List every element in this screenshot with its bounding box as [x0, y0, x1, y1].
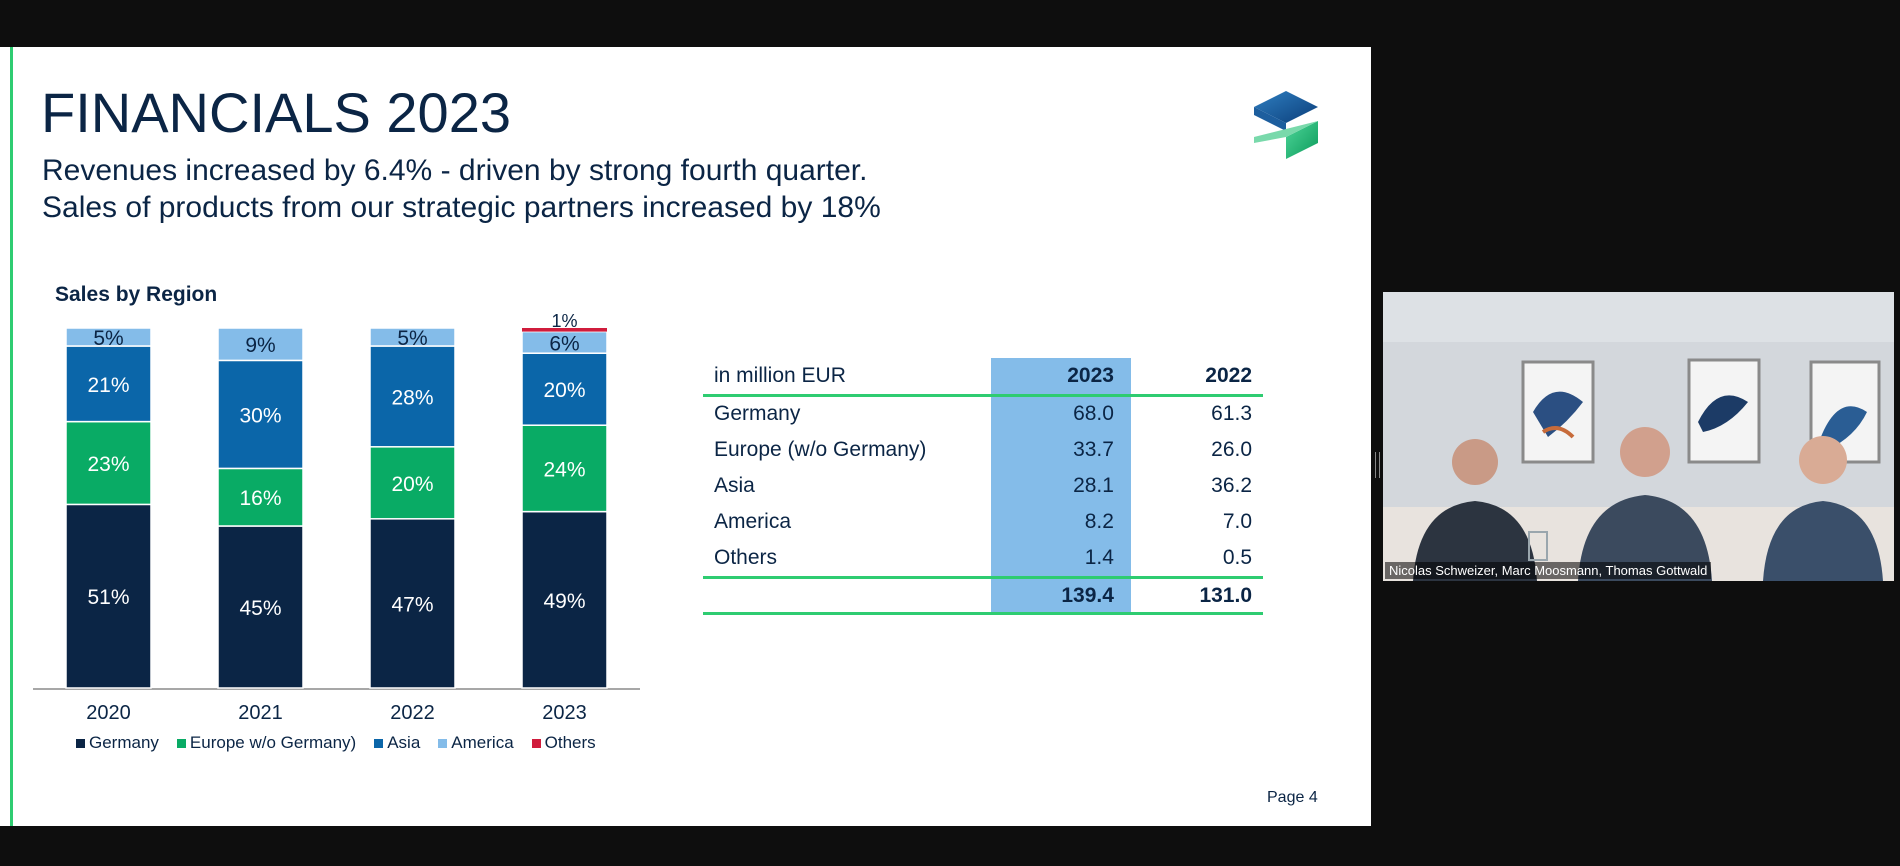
bar-segment — [521, 510, 608, 689]
chart-legend: Germany Europe w/o Germany) Asia America Oth… — [76, 733, 596, 753]
bar-segment — [65, 327, 152, 347]
bar-data-label: 20% — [391, 473, 433, 496]
bar-data-label: 21% — [87, 374, 129, 397]
table-row: Europe (w/o Germany) 33.7 26.0 — [703, 432, 1263, 468]
row-label: Others — [714, 546, 778, 569]
legend-label: America — [451, 733, 514, 752]
bar-data-label: 24% — [543, 458, 585, 481]
x-tick-label: 2023 — [542, 702, 587, 724]
company-logo-icon — [1254, 91, 1318, 159]
legend-label: Europe w/o Germany) — [189, 733, 357, 752]
subtitle-line: Sales of products from our strategic par… — [42, 191, 881, 224]
table-body: Germany 68.0 61.3 Europe (w/o Germany) 33.7 2… — [703, 396, 1263, 576]
sales-by-region-chart: 51% 23% 21% 5% 2020 45% 16% 30% 9% 2021 47% 20% 28% 5… — [33, 311, 640, 724]
slide-title: FINANCIALS 2023 — [41, 81, 511, 144]
bar-data-label: 47% — [391, 593, 433, 616]
legend-item: Others — [531, 733, 596, 753]
bar-data-label: 1% — [551, 311, 577, 331]
bar-segment — [369, 446, 456, 520]
bar-data-label: 49% — [543, 590, 585, 613]
bar-segment — [522, 328, 607, 332]
legend-swatch — [438, 738, 448, 748]
bar-data-label: 45% — [239, 597, 281, 620]
legend-swatch — [374, 738, 384, 748]
table-row: Germany 68.0 61.3 — [703, 396, 1263, 432]
table-total-row: 139.4 131.0 — [703, 578, 1263, 614]
legend-item: Germany — [76, 733, 159, 753]
cell-2023: 8.2 — [1084, 510, 1114, 533]
bar-data-label: 30% — [239, 404, 281, 427]
header-2023: 2023 — [1067, 364, 1114, 387]
bar-segment — [65, 420, 152, 506]
bar-segment — [65, 345, 152, 423]
table-divider — [703, 394, 1263, 397]
bar-data-label: 5% — [93, 327, 123, 350]
bar-data-label: 9% — [245, 334, 275, 357]
legend-swatch — [531, 738, 541, 748]
cell-2023: 33.7 — [1073, 438, 1114, 461]
panel-resize-handle[interactable] — [1375, 452, 1380, 478]
legend-item: America — [438, 733, 514, 753]
participant-names: Nicolas Schweizer, Marc Moosmann, Thomas… — [1385, 562, 1712, 579]
legend-swatch — [76, 738, 85, 748]
bar-segment — [217, 327, 304, 362]
table-row: America 8.2 7.0 — [703, 504, 1263, 540]
cell-2023: 68.0 — [1073, 402, 1114, 425]
bar-segment — [369, 345, 456, 448]
row-label: Europe (w/o Germany) — [714, 438, 927, 461]
bar-segment — [369, 327, 456, 347]
legend-item: Europe w/o Germany) — [176, 733, 357, 753]
table-header-row: in million EUR 2023 2022 — [703, 358, 1263, 394]
total-2023: 139.4 — [1061, 584, 1114, 607]
bar-data-label: 20% — [543, 379, 585, 402]
legend-label: Asia — [387, 733, 421, 752]
bar-segment — [521, 352, 608, 426]
slide-accent-bar — [10, 47, 13, 826]
legend-label: Germany — [89, 733, 159, 752]
slide-subtitle: Revenues increased by 6.4% - driven by s… — [42, 152, 881, 226]
bar-data-label: 16% — [239, 487, 281, 510]
cell-2022: 61.3 — [1211, 402, 1253, 425]
bar-data-label: 6% — [549, 332, 579, 355]
row-label: Germany — [714, 402, 801, 425]
bar-data-label: 51% — [87, 586, 129, 609]
bar-data-label: 23% — [87, 453, 129, 476]
x-tick-label: 2020 — [86, 702, 131, 724]
row-label: America — [714, 510, 792, 533]
page-number: Page 4 — [1267, 789, 1318, 806]
legend-item: Asia — [374, 733, 420, 753]
presentation-slide: FINANCIALS 2023 Revenues increased by 6.… — [0, 47, 1371, 826]
video-feed[interactable]: Nicolas Schweizer, Marc Moosmann, Thomas… — [1383, 292, 1894, 581]
bar-data-label: 28% — [391, 386, 433, 409]
cell-2023: 1.4 — [1084, 546, 1114, 569]
bar-data-label: 5% — [397, 327, 427, 350]
header-2022: 2022 — [1205, 364, 1253, 387]
subtitle-line: Revenues increased by 6.4% - driven by s… — [42, 154, 868, 187]
table-row: Others 1.4 0.5 — [703, 540, 1263, 576]
row-label: Asia — [714, 474, 755, 497]
bar-segment — [217, 359, 304, 470]
legend-label: Others — [544, 733, 596, 752]
x-tick-label: 2021 — [238, 702, 283, 724]
cell-2022: 7.0 — [1222, 510, 1253, 533]
cell-2023: 28.1 — [1073, 474, 1114, 497]
video-frame — [1383, 292, 1894, 581]
total-2022: 131.0 — [1199, 584, 1253, 607]
bar-segment — [521, 424, 608, 513]
column-highlight-2023 — [991, 358, 1131, 613]
cell-2022: 36.2 — [1211, 474, 1253, 497]
table-divider — [703, 612, 1263, 615]
legend-swatch — [176, 738, 186, 748]
table-divider — [703, 576, 1263, 579]
table-row: Asia 28.1 36.2 — [703, 468, 1263, 504]
bar-segment — [65, 503, 152, 689]
cell-2022: 0.5 — [1222, 546, 1253, 569]
header-label: in million EUR — [714, 364, 846, 387]
revenue-table: in million EUR 2023 2022 Germany 68.0 61.3… — [703, 358, 1263, 615]
bar-segment — [369, 518, 456, 689]
cell-2022: 26.0 — [1211, 438, 1253, 461]
chart-title: Sales by Region — [55, 283, 218, 306]
x-tick-label: 2022 — [390, 702, 435, 724]
